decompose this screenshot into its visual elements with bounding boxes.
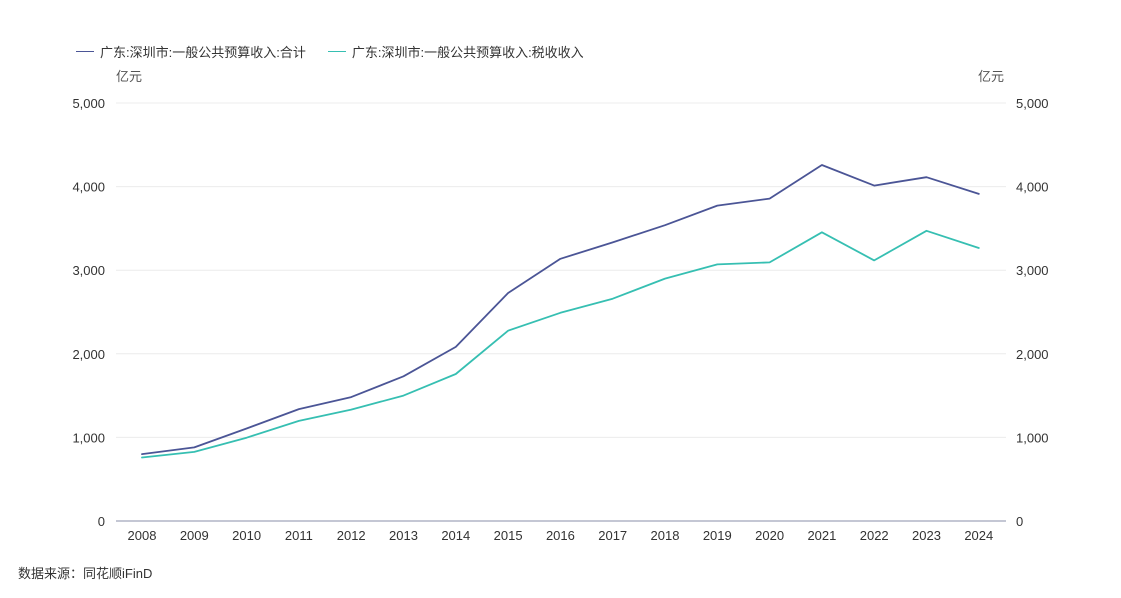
x-tick-label: 2017 (598, 528, 627, 543)
legend-swatch-total (76, 51, 94, 52)
legend-item-total[interactable]: 广东:深圳市:一般公共预算收入:合计 (76, 42, 306, 61)
x-tick-label: 2015 (494, 528, 523, 543)
legend-item-tax[interactable]: 广东:深圳市:一般公共预算收入:税收收入 (327, 42, 584, 61)
y-tick-label-right: 4,000 (1016, 180, 1049, 195)
y-tick-label-left: 1,000 (72, 430, 105, 445)
legend-label-total: 广东:深圳市:一般公共预算收入:合计 (100, 45, 306, 60)
x-tick-label: 2008 (128, 528, 157, 543)
x-tick-label: 2011 (285, 528, 313, 543)
data-source: 数据来源：同花顺iFinD (18, 566, 153, 581)
x-tick-label: 2016 (546, 528, 575, 543)
y-tick-label-left: 2,000 (72, 347, 105, 362)
series-line-total (141, 164, 980, 456)
legend-label-tax: 广东:深圳市:一般公共预算收入:税收收入 (351, 45, 584, 60)
y-tick-label-right: 5,000 (1016, 96, 1049, 111)
y-tick-label-left: 3,000 (72, 263, 105, 278)
x-tick-label: 2023 (912, 528, 941, 543)
x-tick-label: 2014 (441, 528, 470, 543)
series-line-tax (141, 229, 980, 459)
x-tick-label: 2022 (860, 528, 889, 543)
y-tick-label-left: 5,000 (72, 96, 105, 111)
x-tick-label: 2009 (180, 528, 209, 543)
x-tick-label: 2024 (964, 528, 993, 543)
legend-swatch-tax (327, 51, 346, 52)
y-tick-label-right: 1,000 (1016, 430, 1049, 445)
x-tick-label: 2010 (232, 528, 261, 543)
x-tick-label: 2020 (755, 528, 784, 543)
y-tick-label-right: 0 (1016, 514, 1023, 529)
y-tick-label-right: 2,000 (1016, 347, 1049, 362)
x-tick-label: 2013 (389, 528, 418, 543)
y-tick-label-right: 3,000 (1016, 263, 1049, 278)
right-axis-unit: 亿元 (978, 69, 1005, 84)
y-tick-label-left: 0 (98, 514, 105, 529)
x-tick-label: 2021 (807, 528, 836, 543)
x-tick-label: 2012 (337, 528, 366, 543)
x-tick-label: 2019 (703, 528, 732, 543)
legend: 广东:深圳市:一般公共预算收入:合计 广东:深圳市:一般公共预算收入:税收收入 (76, 42, 584, 61)
y-tick-label-left: 4,000 (72, 180, 105, 195)
left-axis-unit: 亿元 (116, 69, 143, 84)
x-tick-label: 2018 (651, 528, 680, 543)
